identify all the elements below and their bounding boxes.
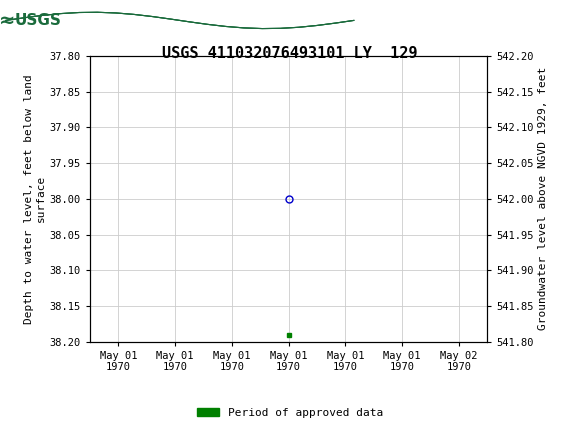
- Y-axis label: Groundwater level above NGVD 1929, feet: Groundwater level above NGVD 1929, feet: [538, 67, 548, 331]
- Text: USGS: USGS: [14, 13, 61, 28]
- Y-axis label: Depth to water level, feet below land
surface: Depth to water level, feet below land su…: [24, 74, 45, 324]
- Text: USGS 411032076493101 LY  129: USGS 411032076493101 LY 129: [162, 46, 418, 61]
- Legend: Period of approved data: Period of approved data: [193, 403, 387, 422]
- Text: ≈: ≈: [0, 11, 15, 30]
- Bar: [3, 2, 72, 39]
